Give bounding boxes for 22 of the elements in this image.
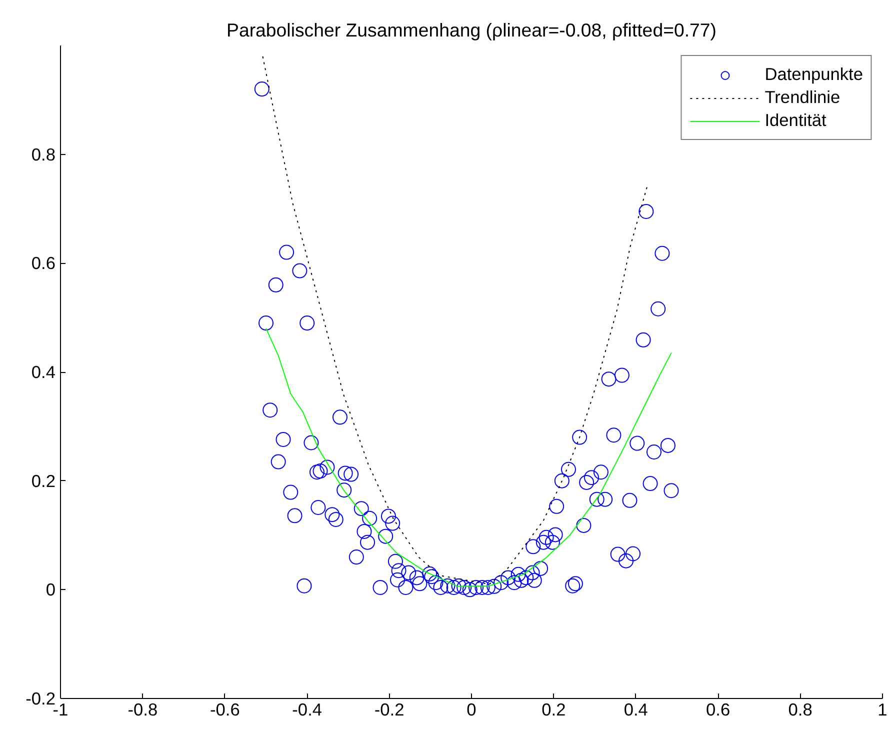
- y-tick-label: 0.8: [31, 144, 56, 164]
- legend-label: Identität: [764, 110, 826, 131]
- chart-title: Parabolischer Zusammenhang (ρlinear=-0.08, ρfitted=0.77): [226, 20, 716, 40]
- x-tick-label: -0.4: [292, 700, 322, 720]
- y-tick-label: 0.6: [31, 253, 56, 274]
- x-tick-label: 0: [466, 700, 476, 720]
- x-tick-label: -0.8: [128, 700, 158, 720]
- y-tick-label: 0.4: [31, 362, 56, 382]
- x-tick-label: -0.6: [210, 700, 240, 720]
- x-tick-label: 0.4: [624, 700, 648, 720]
- line-series: [266, 328, 672, 587]
- x-tick-label: 0.8: [788, 700, 812, 720]
- x-tick-label: -1: [52, 700, 68, 720]
- y-tick-label: 0: [46, 580, 56, 600]
- line-series: [262, 56, 648, 585]
- y-tick-label: 0.2: [31, 470, 56, 491]
- legend-label: Trendlinie: [764, 87, 840, 108]
- x-tick-label: 1: [878, 700, 888, 720]
- x-tick-label: 0.2: [542, 700, 566, 720]
- x-tick-label: -0.2: [374, 700, 404, 720]
- legend-label: Datenpunkte: [764, 64, 863, 85]
- x-tick-label: 0.6: [706, 700, 730, 720]
